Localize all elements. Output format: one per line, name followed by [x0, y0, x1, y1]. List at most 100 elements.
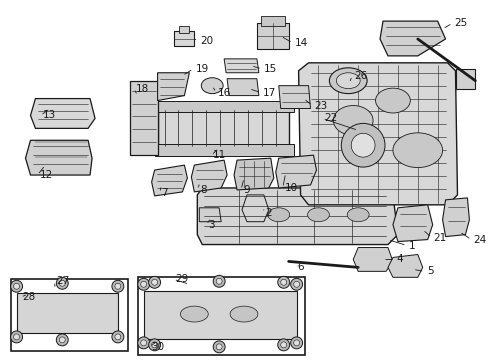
Circle shape [59, 337, 65, 343]
Polygon shape [275, 155, 316, 188]
Text: 13: 13 [42, 111, 56, 121]
Ellipse shape [333, 105, 372, 135]
Bar [138, 277, 304, 355]
Polygon shape [30, 99, 95, 129]
Ellipse shape [392, 133, 442, 168]
Circle shape [293, 340, 299, 346]
Text: 30: 30 [151, 342, 164, 352]
Ellipse shape [267, 208, 289, 222]
Text: 12: 12 [40, 170, 53, 180]
Circle shape [290, 337, 302, 349]
Text: 29: 29 [175, 274, 188, 284]
Circle shape [56, 334, 68, 346]
Polygon shape [151, 165, 187, 196]
Circle shape [11, 280, 22, 292]
Polygon shape [17, 293, 118, 333]
Ellipse shape [201, 78, 223, 94]
Polygon shape [442, 198, 468, 237]
Circle shape [151, 279, 157, 285]
Circle shape [213, 341, 224, 353]
Circle shape [216, 344, 222, 350]
Polygon shape [256, 23, 288, 49]
Ellipse shape [346, 208, 368, 222]
Text: 23: 23 [314, 100, 327, 111]
Polygon shape [129, 81, 157, 155]
Circle shape [151, 342, 157, 348]
Circle shape [14, 334, 20, 340]
Circle shape [112, 280, 123, 292]
Circle shape [56, 277, 68, 289]
Text: 7: 7 [161, 188, 168, 198]
Text: 8: 8 [200, 185, 206, 195]
Text: 17: 17 [263, 87, 276, 98]
Circle shape [350, 133, 374, 157]
Circle shape [14, 283, 20, 289]
Polygon shape [174, 31, 194, 46]
Text: 20: 20 [200, 36, 213, 46]
Circle shape [341, 123, 384, 167]
Polygon shape [25, 140, 92, 175]
Polygon shape [191, 160, 226, 192]
Polygon shape [224, 59, 258, 73]
Polygon shape [143, 291, 296, 339]
Text: 22: 22 [324, 113, 337, 123]
Text: 2: 2 [264, 208, 271, 218]
Ellipse shape [307, 208, 329, 222]
Ellipse shape [336, 73, 360, 89]
Polygon shape [392, 205, 432, 242]
Circle shape [216, 278, 222, 284]
Text: 14: 14 [294, 38, 307, 48]
Circle shape [280, 279, 286, 285]
Polygon shape [154, 100, 293, 112]
Ellipse shape [329, 68, 366, 94]
Circle shape [112, 331, 123, 343]
Ellipse shape [230, 306, 257, 322]
Text: 4: 4 [396, 255, 403, 265]
Circle shape [115, 283, 121, 289]
Text: 15: 15 [264, 64, 277, 74]
Circle shape [277, 339, 289, 351]
Polygon shape [387, 255, 422, 277]
Text: 16: 16 [218, 87, 231, 98]
Polygon shape [298, 63, 457, 205]
Polygon shape [352, 248, 392, 271]
Circle shape [290, 278, 302, 290]
Text: 25: 25 [453, 18, 467, 28]
Text: 1: 1 [408, 240, 415, 251]
Text: 3: 3 [208, 220, 214, 230]
Text: 10: 10 [284, 183, 297, 193]
Circle shape [148, 339, 160, 351]
Text: 27: 27 [56, 276, 69, 286]
Circle shape [141, 281, 146, 287]
Text: 19: 19 [195, 64, 208, 74]
Polygon shape [234, 158, 273, 190]
Polygon shape [379, 21, 445, 56]
Text: 6: 6 [297, 262, 304, 273]
Text: 28: 28 [22, 292, 36, 302]
Text: 9: 9 [243, 185, 249, 195]
Text: 24: 24 [472, 235, 486, 244]
Polygon shape [154, 144, 293, 156]
Circle shape [138, 278, 149, 290]
Circle shape [277, 276, 289, 288]
Circle shape [293, 281, 299, 287]
Polygon shape [260, 16, 284, 26]
Circle shape [280, 342, 286, 348]
Circle shape [141, 340, 146, 346]
Text: 26: 26 [353, 71, 366, 81]
Polygon shape [199, 208, 221, 222]
Circle shape [213, 275, 224, 287]
Ellipse shape [180, 306, 208, 322]
Polygon shape [455, 69, 474, 89]
Polygon shape [242, 195, 268, 222]
Polygon shape [278, 86, 310, 108]
Polygon shape [197, 188, 397, 244]
Polygon shape [157, 108, 288, 148]
Text: 5: 5 [426, 266, 432, 276]
Text: 21: 21 [433, 233, 446, 243]
Circle shape [59, 280, 65, 286]
Text: 18: 18 [136, 84, 149, 94]
Circle shape [115, 334, 121, 340]
Ellipse shape [375, 88, 409, 113]
Polygon shape [157, 73, 189, 100]
